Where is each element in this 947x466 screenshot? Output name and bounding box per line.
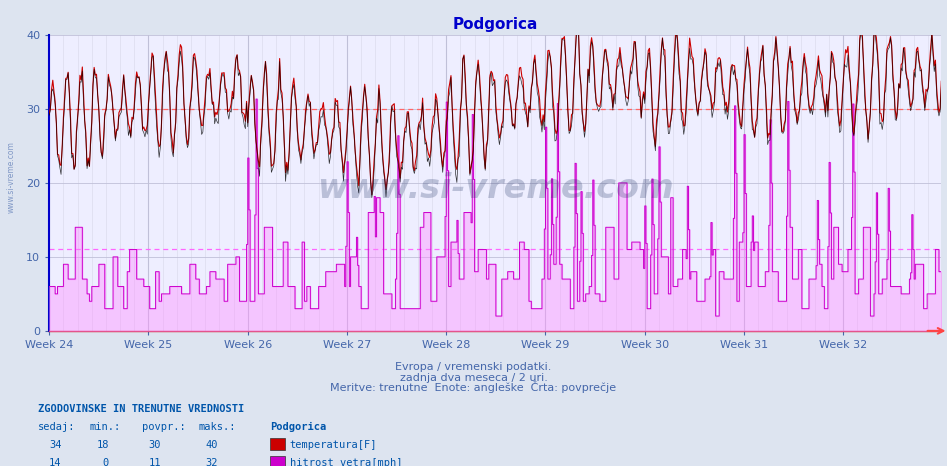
Text: 40: 40 (205, 440, 218, 450)
Text: Meritve: trenutne  Enote: angleške  Črta: povprečje: Meritve: trenutne Enote: angleške Črta: … (331, 381, 616, 393)
Text: 32: 32 (205, 458, 218, 466)
Text: 18: 18 (97, 440, 109, 450)
Text: 30: 30 (149, 440, 161, 450)
Text: www.si-vreme.com: www.si-vreme.com (7, 141, 16, 213)
Text: ZGODOVINSKE IN TRENUTNE VREDNOSTI: ZGODOVINSKE IN TRENUTNE VREDNOSTI (38, 404, 244, 414)
Text: 14: 14 (49, 458, 62, 466)
Text: 0: 0 (102, 458, 109, 466)
Text: 34: 34 (49, 440, 62, 450)
Text: Podgorica: Podgorica (270, 422, 326, 432)
Text: maks.:: maks.: (199, 422, 237, 432)
Text: temperatura[F]: temperatura[F] (290, 440, 377, 450)
Text: hitrost vetra[mph]: hitrost vetra[mph] (290, 458, 402, 466)
Text: www.si-vreme.com: www.si-vreme.com (317, 172, 673, 206)
Title: Podgorica: Podgorica (453, 17, 538, 33)
Text: sedaj:: sedaj: (38, 422, 76, 432)
Text: zadnja dva meseca / 2 uri.: zadnja dva meseca / 2 uri. (400, 373, 547, 383)
Text: Evropa / vremenski podatki.: Evropa / vremenski podatki. (395, 363, 552, 372)
Text: povpr.:: povpr.: (142, 422, 186, 432)
Text: min.:: min.: (90, 422, 121, 432)
Text: 11: 11 (149, 458, 161, 466)
